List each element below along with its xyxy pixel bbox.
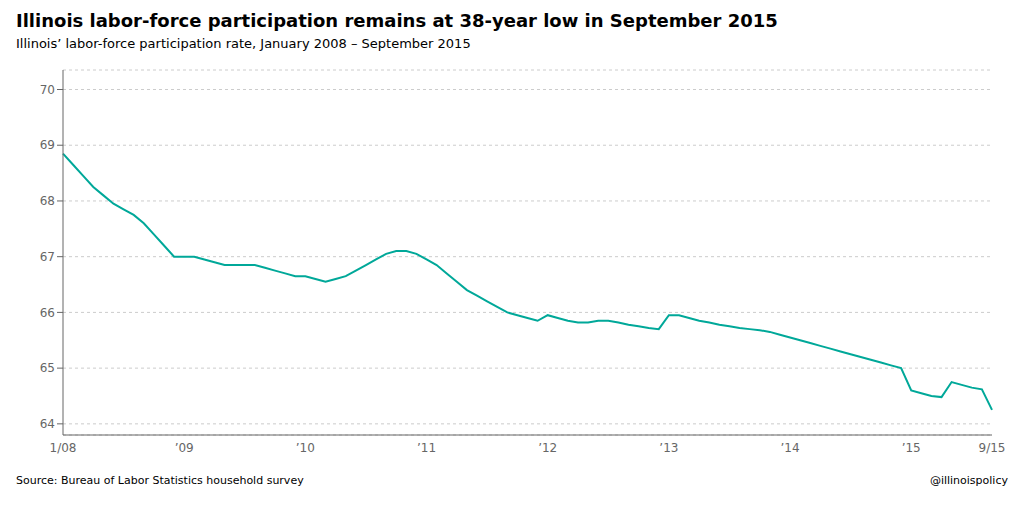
svg-text:’13: ’13 — [659, 441, 678, 455]
svg-text:’10: ’10 — [296, 441, 315, 455]
svg-text:69: 69 — [40, 138, 55, 152]
svg-text:70: 70 — [40, 83, 55, 97]
svg-text:’14: ’14 — [780, 441, 799, 455]
svg-text:1/08: 1/08 — [50, 441, 77, 455]
svg-text:9/15: 9/15 — [979, 441, 1006, 455]
html-text:Illinois’ labor-force particip: Illinois’ labor-force participation rate… — [16, 36, 471, 51]
svg-text:’11: ’11 — [417, 441, 436, 455]
svg-text:64: 64 — [40, 417, 55, 431]
html-text:Illinois labor-force participa: Illinois labor-force participation remai… — [16, 10, 778, 31]
svg-text:68: 68 — [40, 194, 55, 208]
svg-text:’09: ’09 — [175, 441, 194, 455]
svg-text:’15: ’15 — [902, 441, 921, 455]
html-text:Source: Bureau of Labor Statis: Source: Bureau of Labor Statistics house… — [16, 474, 304, 487]
svg-text:’12: ’12 — [538, 441, 557, 455]
svg-text:66: 66 — [40, 306, 55, 320]
html-text:@illinoispolicy: @illinoispolicy — [929, 474, 1008, 487]
svg-text:67: 67 — [40, 250, 55, 264]
svg-text:65: 65 — [40, 361, 55, 375]
